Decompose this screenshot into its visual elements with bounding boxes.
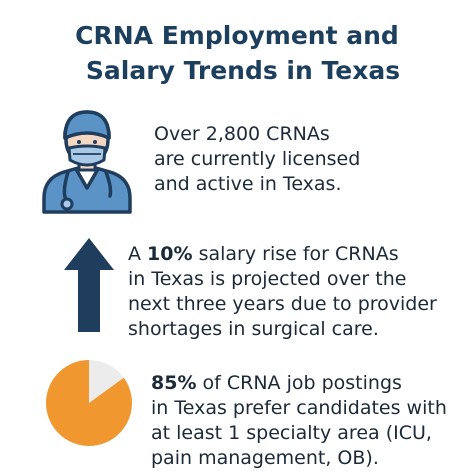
fact-licensed-crnas: Over 2,800 CRNAs are currently licensed …: [154, 122, 360, 197]
fact-1-line-1: Over 2,800 CRNAs: [154, 123, 330, 145]
title-line-1: CRNA Employment and: [75, 21, 399, 50]
fact-1-line-2: are currently licensed: [154, 148, 361, 170]
fact-2-line-1: A 10% salary rise for CRNAs: [128, 242, 437, 267]
fact-3-line-4: pain management, OB).: [151, 447, 379, 469]
fact-3-suffix: of CRNA job postings: [196, 372, 402, 394]
up-arrow-icon: [64, 238, 114, 332]
fact-2-line-2: in Texas is projected over the: [128, 268, 407, 290]
fact-2-suffix: salary rise for CRNAs: [192, 243, 399, 265]
pie-slice-85: [45, 360, 132, 446]
fact-3-line-2: in Texas prefer candidates with: [151, 397, 447, 419]
fact-3-line-3: at least 1 specialty area (ICU,: [151, 422, 432, 444]
fact-2-line-4: shortages in surgical care.: [128, 318, 379, 340]
title-line-2: Salary Trends in Texas: [85, 56, 401, 85]
fact-3-line-1: 85% of CRNA job postings: [151, 371, 447, 396]
pie-chart-icon: [45, 360, 132, 446]
fact-specialty-postings: 85% of CRNA job postings in Texas prefer…: [151, 371, 447, 471]
fact-2-highlight: 10%: [147, 243, 193, 265]
fact-1-line-3: and active in Texas.: [154, 173, 342, 195]
fact-2-prefix: A: [128, 243, 148, 265]
nurse-icon: [42, 110, 132, 214]
fact-salary-rise: A 10% salary rise for CRNAs in Texas is …: [128, 242, 437, 342]
page-title: CRNA Employment and Salary Trends in Tex…: [0, 18, 474, 88]
fact-3-highlight: 85%: [151, 372, 197, 394]
fact-2-line-3: next three years due to provider: [128, 293, 437, 315]
